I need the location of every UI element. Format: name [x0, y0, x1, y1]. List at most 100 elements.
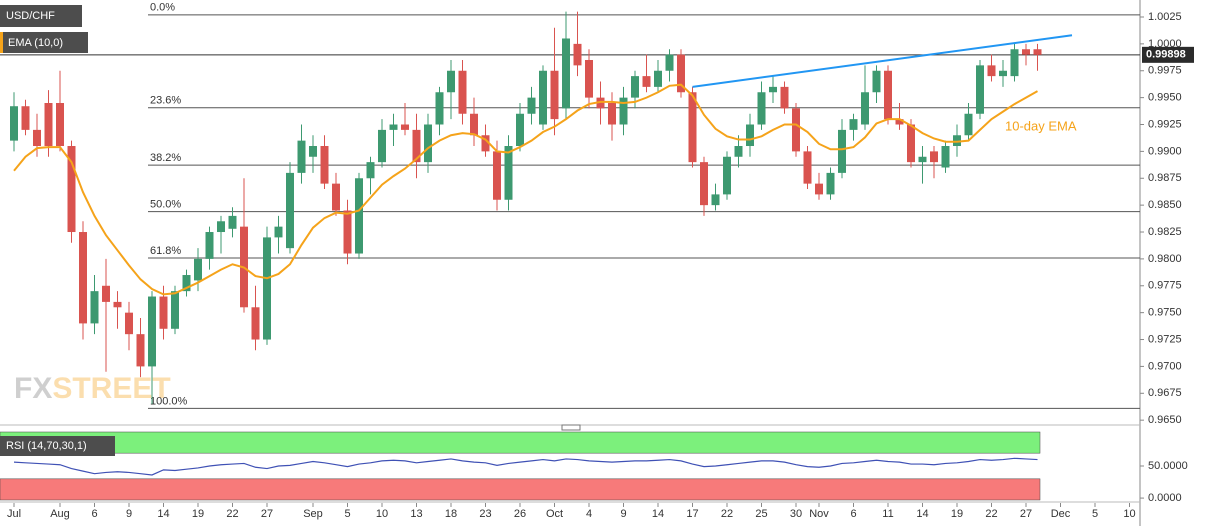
x-tick-label: 14 [916, 508, 928, 520]
x-tick-label: 11 [882, 508, 893, 520]
candle-body [435, 92, 444, 125]
y-tick-label: 1.0025 [1148, 11, 1182, 23]
candle-body [677, 54, 685, 93]
candle-body [159, 296, 168, 329]
x-tick-label: 25 [755, 508, 767, 520]
y-tick-label: 0.9900 [1148, 145, 1182, 157]
candle-body [320, 146, 329, 184]
candle-body [723, 156, 731, 195]
y-tick-label: 0.9800 [1148, 253, 1182, 265]
candle-body [251, 307, 260, 340]
x-tick-label: 14 [652, 508, 664, 520]
candle-body [343, 210, 352, 254]
fib-label: 100.0% [150, 395, 188, 407]
candle-body [194, 258, 202, 281]
watermark: FXSTREET [14, 372, 171, 405]
candle-body [10, 106, 18, 141]
fib-label: 0.0% [150, 2, 175, 14]
candle-body [527, 97, 536, 114]
candle-body [711, 194, 720, 206]
candle-body [550, 70, 559, 120]
legend-label: RSI (14,70,30,1) [6, 440, 87, 452]
rsi-y-tick-label: 0.0000 [1148, 492, 1182, 504]
candle-body [136, 334, 145, 367]
candle-body [332, 183, 340, 211]
x-tick-label: 26 [514, 508, 526, 520]
last-price-label: 0.99898 [1146, 49, 1186, 61]
y-tick-label: 0.9950 [1148, 92, 1182, 104]
candle-body [424, 124, 432, 163]
candle-body [700, 162, 708, 206]
candle-body [263, 237, 271, 340]
candle-body [458, 70, 467, 114]
candle-body [999, 70, 1007, 77]
fib-label: 23.6% [150, 95, 181, 107]
candle-body [987, 65, 996, 77]
candle-body [631, 76, 639, 98]
x-tick-label: 17 [686, 508, 698, 520]
candle-body [401, 124, 409, 130]
candle-body [861, 92, 869, 125]
candle-body [447, 70, 455, 93]
candle-body [884, 70, 892, 120]
fib-label: 50.0% [150, 198, 181, 210]
candle-body [619, 97, 628, 125]
candle-body [113, 301, 122, 308]
x-tick-label: Aug [50, 508, 70, 520]
candle-body [907, 124, 915, 163]
candle-body [44, 103, 53, 147]
watermark-street: STREET [52, 372, 170, 405]
fib-label: 38.2% [150, 152, 181, 164]
candle-body [596, 97, 605, 109]
candle-body [953, 135, 961, 147]
x-tick-label: 30 [790, 508, 802, 520]
y-tick-label: 0.9925 [1148, 118, 1182, 130]
y-tick-label: 0.9975 [1148, 65, 1182, 77]
candle-body [757, 92, 766, 125]
ema-line [13, 83, 1038, 296]
x-tick-label: Oct [546, 508, 563, 520]
x-tick-label: Jul [7, 508, 21, 520]
candle-body [125, 312, 133, 335]
x-tick-label: 9 [126, 508, 132, 520]
candle-body [228, 215, 237, 229]
y-tick-label: 1.0000 [1148, 38, 1182, 50]
x-tick-label: 22 [226, 508, 238, 520]
legend-box [0, 32, 88, 53]
candle-body [826, 172, 835, 195]
y-tick-label: 0.9825 [1148, 226, 1182, 238]
fib-label: 61.8% [150, 245, 181, 257]
candle-body [918, 156, 927, 163]
rsi-y-tick-label: 50.0000 [1148, 460, 1188, 472]
last-price-tag [1142, 46, 1194, 63]
x-tick-label: 5 [344, 508, 350, 520]
candle-body [286, 172, 294, 249]
candle-body [665, 54, 674, 71]
candle-body [1010, 49, 1019, 77]
candle-body [1033, 49, 1042, 55]
candle-body [481, 135, 490, 152]
candle-body [815, 183, 823, 195]
candle-body [539, 70, 547, 125]
candle-body [872, 70, 881, 93]
x-tick-label: Dec [1051, 508, 1071, 520]
candle-body [654, 70, 662, 87]
candle-body [608, 103, 616, 125]
candle-body [941, 146, 950, 168]
rsi-line [13, 457, 1038, 476]
candle-body [642, 76, 651, 87]
candle-body [849, 119, 858, 130]
x-tick-label: 6 [850, 508, 856, 520]
x-tick-label: Sep [303, 508, 323, 520]
y-tick-label: 0.9650 [1148, 414, 1182, 426]
y-tick-label: 0.9875 [1148, 172, 1182, 184]
candle-body [573, 43, 582, 66]
y-tick-label: 0.9700 [1148, 360, 1182, 372]
rsi-lower-band [0, 478, 1041, 501]
candle-body [56, 103, 64, 147]
candle-body [976, 65, 984, 114]
candle-body [734, 146, 743, 157]
candle-body [182, 275, 191, 292]
watermark-fx: FX [14, 372, 52, 405]
